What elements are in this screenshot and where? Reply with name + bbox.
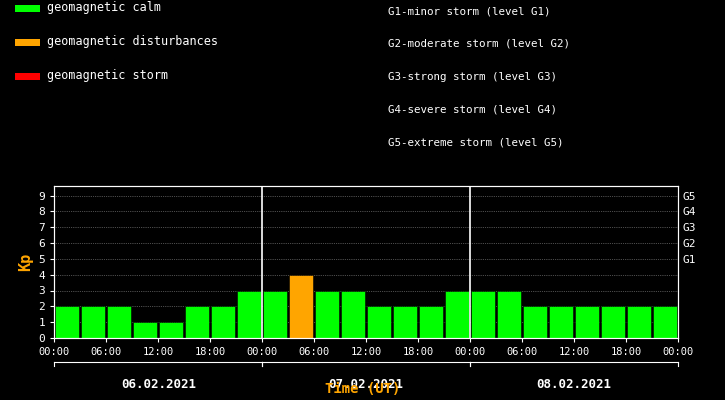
Bar (315, 290, 339, 338)
Bar (160, 322, 183, 338)
Bar (445, 290, 469, 338)
Bar (237, 290, 261, 338)
Bar (523, 306, 547, 338)
Bar (627, 306, 651, 338)
Bar (289, 275, 313, 338)
Text: G1-minor storm (level G1): G1-minor storm (level G1) (388, 6, 550, 16)
Bar (107, 306, 131, 338)
Text: G2-moderate storm (level G2): G2-moderate storm (level G2) (388, 39, 570, 49)
Bar (549, 306, 573, 338)
Bar (263, 290, 287, 338)
Bar (211, 306, 235, 338)
Bar (393, 306, 417, 338)
Bar (497, 290, 521, 338)
Text: geomagnetic storm: geomagnetic storm (47, 70, 168, 82)
Bar (81, 306, 105, 338)
Bar (341, 290, 365, 338)
Text: G3-strong storm (level G3): G3-strong storm (level G3) (388, 72, 557, 82)
Bar (367, 306, 391, 338)
Y-axis label: Kp: Kp (18, 253, 33, 271)
Bar (575, 306, 599, 338)
Bar (653, 306, 677, 338)
Text: geomagnetic disturbances: geomagnetic disturbances (47, 36, 218, 48)
Bar (55, 306, 79, 338)
Bar (133, 322, 157, 338)
Bar (471, 290, 495, 338)
Text: geomagnetic calm: geomagnetic calm (47, 2, 161, 14)
Text: G4-severe storm (level G4): G4-severe storm (level G4) (388, 104, 557, 114)
Text: 08.02.2021: 08.02.2021 (536, 378, 611, 391)
Text: 06.02.2021: 06.02.2021 (121, 378, 196, 391)
Bar (601, 306, 625, 338)
Text: G5-extreme storm (level G5): G5-extreme storm (level G5) (388, 137, 563, 147)
Text: 07.02.2021: 07.02.2021 (328, 378, 404, 391)
Bar (186, 306, 210, 338)
Bar (419, 306, 443, 338)
Text: Time (UT): Time (UT) (325, 382, 400, 396)
